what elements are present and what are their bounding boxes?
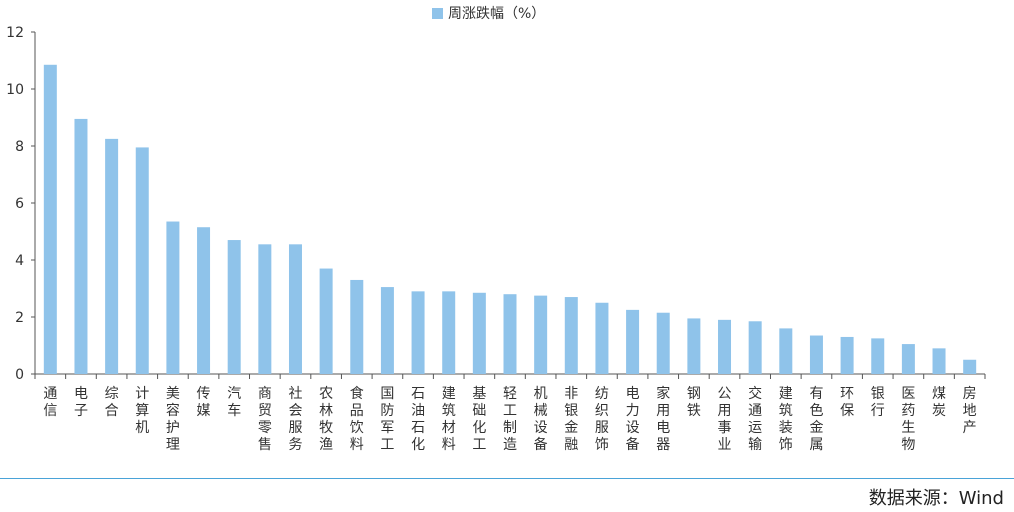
legend: 周涨跌幅（%） [432,6,545,22]
bar-汽车 [227,240,241,374]
bar-石油石化 [411,291,425,374]
category-label: 国防军工 [380,386,394,453]
y-tick-label: 0 [15,367,24,383]
category-label: 家用电器 [656,385,670,453]
category-label: 有色金属 [809,386,823,453]
bar-综合 [105,138,119,374]
category-label: 银行 [871,386,885,419]
bar-有色金属 [809,335,823,374]
y-tick-label: 6 [15,196,24,212]
category-label: 汽车 [227,386,241,419]
bar-社会服务 [288,244,302,374]
bar-农林牧渔 [319,268,333,374]
category-label: 建筑材料 [442,386,456,453]
y-axis: 0 2 4 6 8 10 12 [6,25,36,383]
category-label: 基础化工 [472,385,486,453]
bar-非银金融 [564,297,578,374]
y-tick-label: 2 [15,310,24,326]
category-label: 公用事业 [718,386,732,453]
category-label: 石油石化 [411,386,425,453]
category-label: 建筑装饰 [779,386,793,453]
category-label: 医药生物 [901,386,915,453]
bar-家用电器 [656,312,670,374]
y-tick-label: 12 [6,25,24,41]
category-label: 通信 [43,386,57,419]
x-axis [34,373,986,379]
category-label: 社会服务 [288,386,302,453]
bar-通信 [43,64,57,375]
bar-公用事业 [718,319,732,374]
category-label: 煤炭 [932,386,946,419]
category-label: 房地产 [963,386,977,436]
category-label: 食品饮料 [350,385,364,453]
y-tick-label: 4 [15,253,24,269]
source-label: 数据来源：Wind [868,488,1004,509]
footer-divider [0,478,1014,479]
bar-传媒 [197,227,211,374]
bar-建筑装饰 [779,328,793,374]
category-label: 电子 [74,386,88,419]
category-label: 综合 [105,386,119,419]
category-label: 农林牧渔 [319,386,333,453]
category-label: 机械设备 [534,386,548,453]
category-label: 轻工制造 [503,386,517,453]
bar-美容护理 [166,221,180,374]
category-label: 非银金融 [564,386,578,453]
category-label: 传媒 [197,386,211,419]
bar-纺织服饰 [595,302,609,374]
bar-钢铁 [687,318,701,374]
y-tick-label: 8 [15,139,24,155]
bar-轻工制造 [503,294,517,374]
bar-建筑材料 [442,291,456,374]
bar-电子 [74,118,88,374]
category-label: 交通运输 [748,385,762,453]
category-label: 环保 [840,386,854,419]
bar-商贸零售 [258,244,272,374]
bars [43,64,977,375]
bar-基础化工 [472,292,486,374]
category-label: 钢铁 [687,386,701,419]
legend-swatch [432,8,443,19]
bar-房地产 [963,359,977,374]
bar-食品饮料 [350,279,364,374]
category-label: 纺织服饰 [595,386,609,453]
bar-机械设备 [534,295,548,374]
bar-电力设备 [626,309,640,374]
bar-国防军工 [380,287,394,374]
bar-医药生物 [901,344,915,374]
category-label: 计算机 [135,386,149,436]
bar-环保 [840,336,854,374]
bar-计算机 [135,147,149,374]
bar-交通运输 [748,321,762,374]
bar-煤炭 [932,348,946,374]
bar-银行 [871,338,885,374]
category-label: 美容护理 [166,386,180,453]
category-label: 电力设备 [626,386,640,453]
y-tick-label: 10 [6,82,24,98]
category-label: 商贸零售 [258,386,272,453]
legend-label: 周涨跌幅（%） [448,6,545,22]
